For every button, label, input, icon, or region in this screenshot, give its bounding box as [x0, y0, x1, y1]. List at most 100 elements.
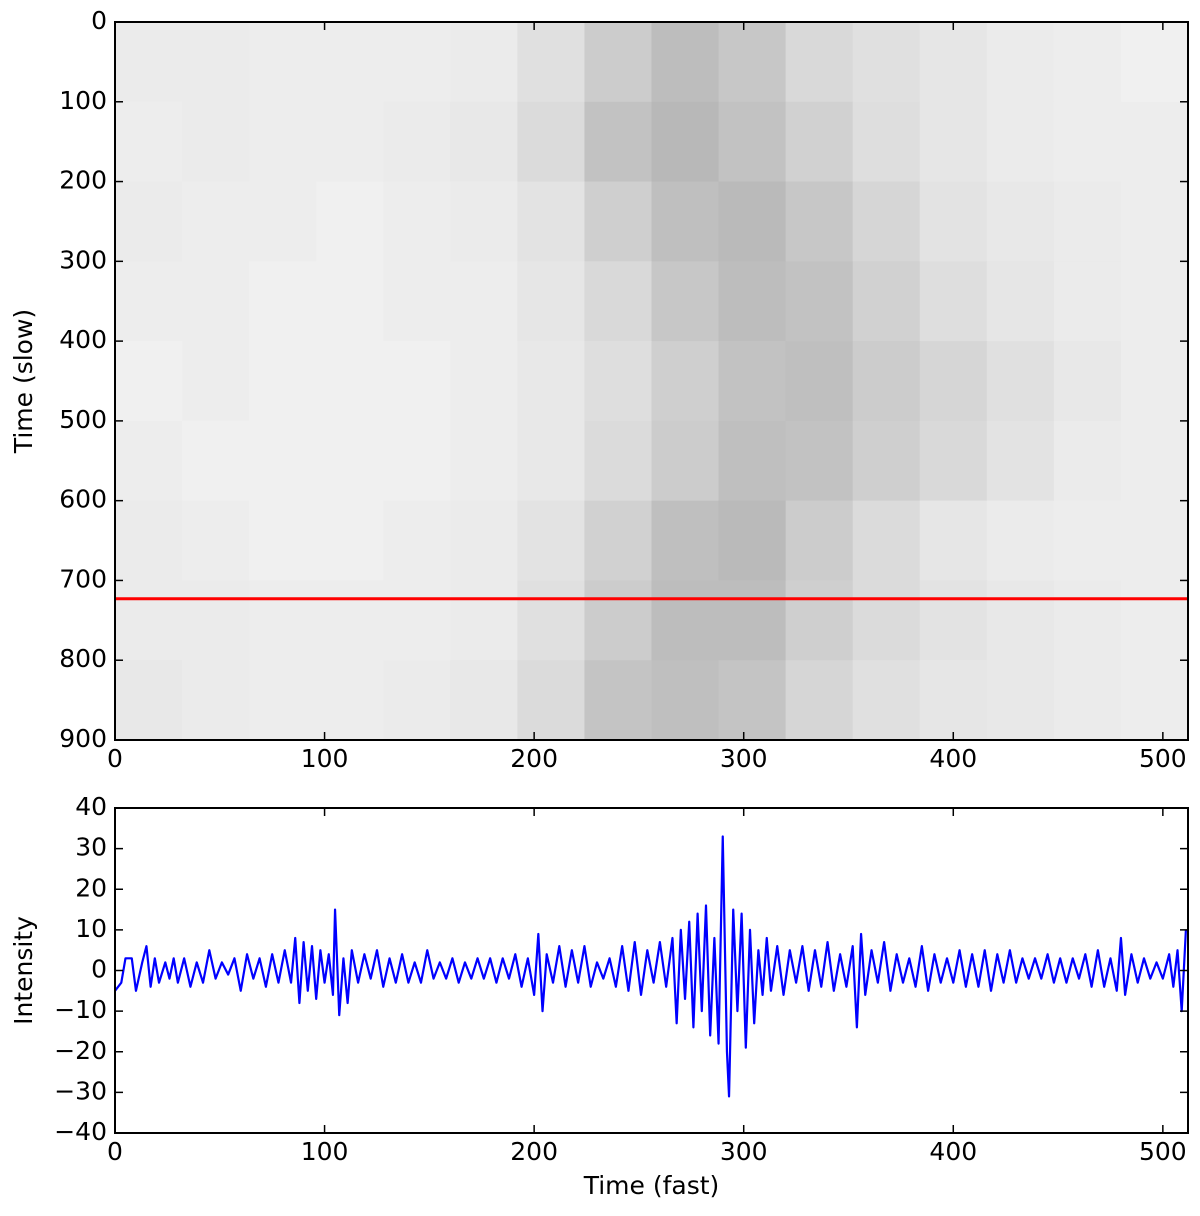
heatmap-cell: [919, 580, 988, 661]
heatmap-cell: [182, 341, 250, 422]
heatmap-cell: [651, 580, 720, 661]
heatmap-cell: [249, 101, 317, 183]
heatmap-cell: [919, 181, 988, 262]
heatmap-cell: [785, 341, 854, 422]
heatmap-cell: [919, 341, 988, 422]
heatmap-cell: [450, 580, 518, 661]
y-tick-label: 300: [59, 245, 107, 274]
heatmap-cell: [651, 660, 720, 741]
heatmap-cell: [249, 261, 317, 342]
x-tick-label: 500: [1139, 1137, 1187, 1166]
heatmap-cell: [115, 261, 183, 342]
axes: 0 100 200 300 400 500 −40 −30 −20 −10 0 10 20 30 40 Tim…: [9, 792, 1189, 1200]
heatmap-cell: [852, 101, 921, 183]
heatmap-cell: [919, 101, 988, 183]
heatmap-cell: [852, 580, 921, 661]
heatmap-cell: [383, 580, 451, 661]
heatmap-cell: [852, 500, 921, 581]
heatmap-cell: [115, 660, 183, 741]
heatmap-cell: [1120, 341, 1189, 422]
heatmap-cell: [450, 101, 518, 183]
heatmap-cell: [919, 500, 988, 581]
heatmap-cell: [1120, 101, 1189, 183]
heatmap-cell: [718, 261, 787, 342]
heatmap-cell: [182, 261, 250, 342]
heatmap-cell: [517, 660, 585, 741]
heatmap-cell: [1053, 341, 1122, 422]
heatmap-cell: [584, 660, 652, 741]
heatmap-cell: [785, 22, 854, 103]
axes: 0 100 200 300 400 500 0 100 200 300 400 500 600 700 80…: [9, 6, 1189, 773]
heatmap-cell: [785, 181, 854, 262]
heatmap-cell: [383, 500, 451, 581]
heatmap-cell: [584, 261, 652, 342]
heatmap-cell: [651, 22, 720, 103]
heatmap-cell: [651, 181, 720, 262]
heatmap-cell: [1053, 500, 1122, 581]
heatmap-cell: [718, 500, 787, 581]
heatmap-cell: [517, 580, 585, 661]
x-tick-label: 200: [510, 744, 558, 773]
y-tick-label: 700: [59, 564, 107, 593]
heatmap-cell: [1120, 261, 1189, 342]
y-tick-label: 20: [75, 873, 107, 902]
y-tick-label: 200: [59, 166, 107, 195]
heatmap-cell: [249, 420, 317, 502]
heatmap-cell: [316, 22, 384, 103]
heatmap-cell: [115, 500, 183, 581]
heatmap-cell: [852, 181, 921, 262]
heatmap-cell: [182, 181, 250, 262]
heatmap-cell: [919, 22, 988, 103]
heatmap-cell: [785, 580, 854, 661]
heatmap-cell: [785, 660, 854, 741]
heatmap-cell: [785, 101, 854, 183]
heatmap-cell: [718, 22, 787, 103]
heatmap-cell: [517, 500, 585, 581]
x-tick-label: 200: [510, 1137, 558, 1166]
heatmap-cell: [517, 420, 585, 502]
y-axis-label: Intensity: [9, 916, 38, 1025]
y-tick-label: 10: [75, 914, 107, 943]
heatmap-cell: [986, 580, 1055, 661]
heatmap-cell: [1120, 420, 1189, 502]
heatmap-cell: [584, 181, 652, 262]
heatmap-cell: [584, 580, 652, 661]
heatmap-cell: [986, 500, 1055, 581]
x-tick-label: 300: [720, 744, 768, 773]
heatmap-cell: [651, 420, 720, 502]
heatmap-cell: [517, 261, 585, 342]
heatmap-cell: [517, 341, 585, 422]
heatmap-cell: [852, 261, 921, 342]
heatmap-cell: [986, 181, 1055, 262]
heatmap-cell: [316, 261, 384, 342]
heatmap-cell: [986, 22, 1055, 103]
y-tick-label: 100: [59, 86, 107, 115]
heatmap-cell: [115, 101, 183, 183]
heatmap-cell: [785, 261, 854, 342]
y-tick-label: 400: [59, 325, 107, 354]
heatmap-cell: [182, 420, 250, 502]
heatmap-cell: [1053, 420, 1122, 502]
heatmap-cell: [718, 101, 787, 183]
heatmap-cell: [986, 660, 1055, 741]
heatmap-cell: [517, 22, 585, 103]
x-axis-label: Time (fast): [583, 1171, 720, 1200]
heatmap-cell: [584, 420, 652, 502]
heatmap-cell: [249, 341, 317, 422]
y-tick-label: 600: [59, 485, 107, 514]
x-tick-label: 300: [720, 1137, 768, 1166]
y-tick-label: 900: [59, 724, 107, 753]
heatmap-cell: [651, 341, 720, 422]
heatmap-cell: [115, 580, 183, 661]
heatmap-cell: [249, 660, 317, 741]
heatmap-cell: [651, 500, 720, 581]
heatmap-cell: [1053, 181, 1122, 262]
heatmap-cell: [785, 500, 854, 581]
heatmap-cell: [450, 22, 518, 103]
heatmap-cell: [651, 261, 720, 342]
axes-frame: [114, 21, 1189, 741]
heatmap-cell: [115, 22, 183, 103]
heatmap-cell: [182, 101, 250, 183]
heatmap-cell: [249, 580, 317, 661]
heatmap-cell: [852, 420, 921, 502]
